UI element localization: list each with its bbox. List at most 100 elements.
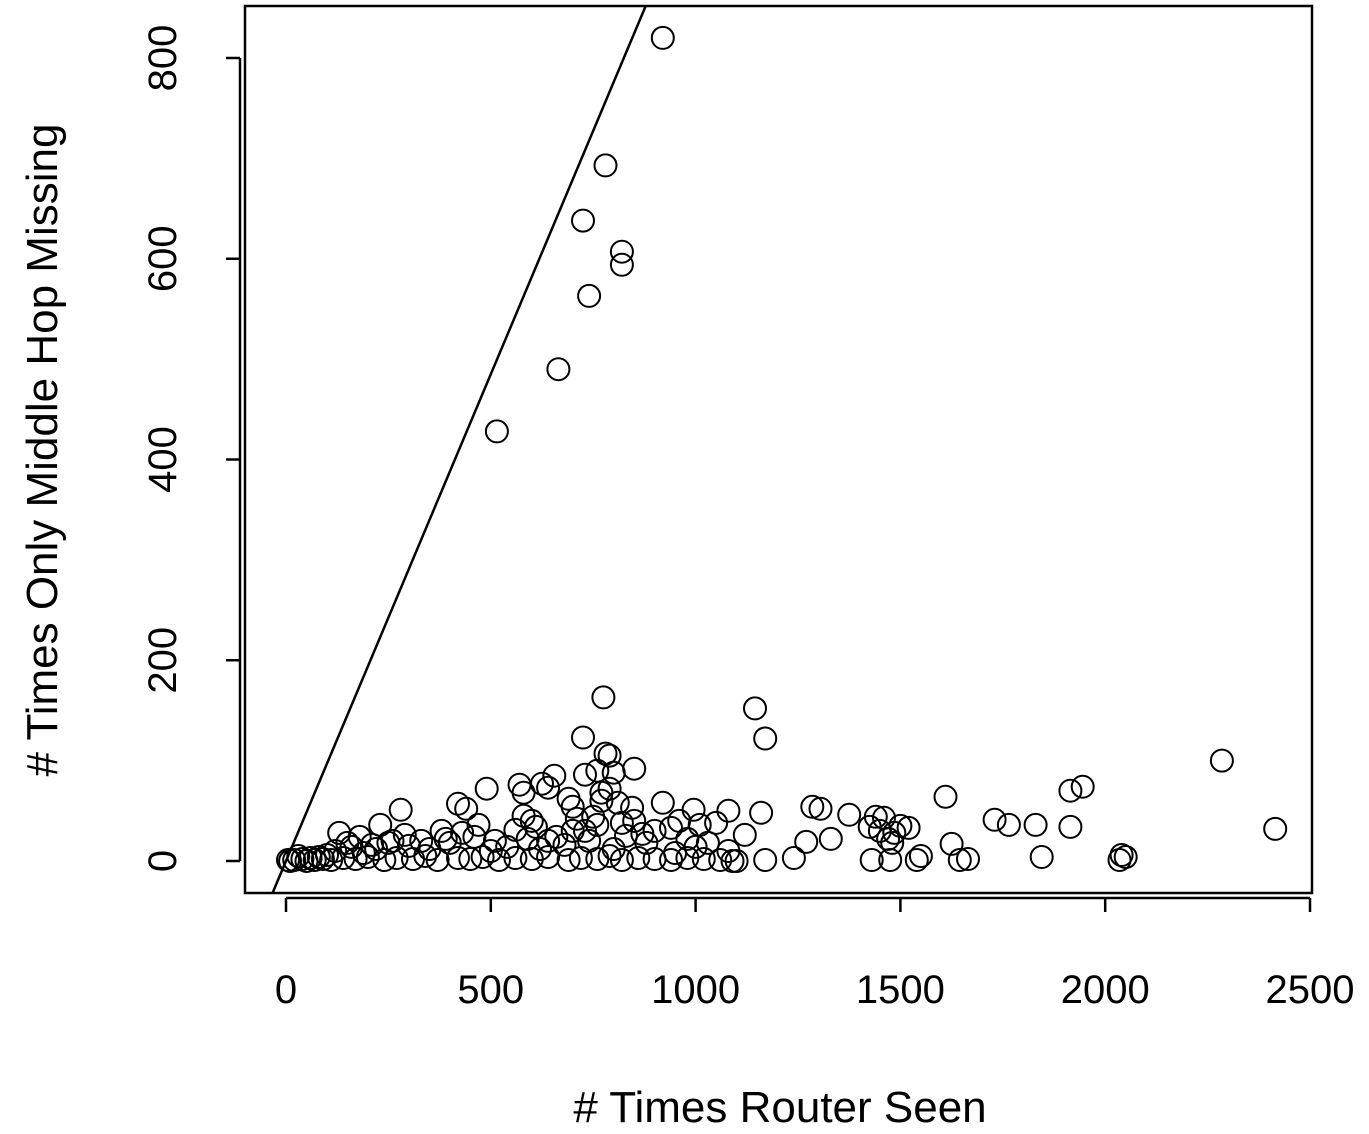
data-point	[794, 829, 819, 854]
data-point	[837, 802, 862, 827]
data-point	[939, 831, 964, 856]
data-point	[585, 812, 610, 837]
data-point	[470, 845, 495, 869]
data-point	[1113, 845, 1138, 869]
data-point	[867, 818, 892, 843]
data-point	[597, 844, 622, 868]
data-point	[642, 847, 667, 871]
data-point	[753, 726, 778, 751]
data-point	[753, 848, 778, 872]
data-point	[585, 847, 610, 871]
data-point	[695, 830, 720, 855]
data-point	[857, 814, 882, 839]
data-point	[388, 797, 413, 822]
data-point	[556, 786, 581, 811]
data-point	[343, 847, 368, 871]
data-point	[474, 776, 499, 801]
data-point	[675, 846, 700, 870]
x-tick-label: 500	[457, 968, 524, 1012]
data-point	[519, 847, 544, 871]
data-point	[384, 846, 409, 870]
data-point	[691, 847, 716, 871]
data-point	[310, 847, 335, 871]
data-point	[956, 847, 980, 871]
data-point	[536, 775, 561, 800]
data-point	[458, 847, 483, 871]
data-point	[1070, 774, 1095, 799]
y-tick-label: 400	[141, 426, 185, 493]
data-point	[982, 807, 1007, 832]
data-point	[478, 839, 503, 863]
reference-line	[271, 6, 648, 893]
data-point	[716, 839, 741, 863]
data-point	[933, 784, 958, 809]
data-point	[573, 762, 597, 787]
data-point	[542, 763, 567, 788]
data-point	[372, 848, 397, 872]
data-point	[294, 849, 319, 873]
y-tick-label: 800	[141, 25, 185, 92]
data-point	[409, 828, 434, 853]
data-point	[571, 725, 595, 750]
x-tick-label: 1000	[651, 968, 740, 1012]
data-point	[605, 790, 630, 815]
data-point	[511, 780, 536, 805]
data-point	[319, 848, 344, 872]
data-point	[609, 239, 634, 264]
data-point	[1209, 748, 1234, 773]
data-point	[732, 822, 757, 847]
data-point	[360, 832, 384, 857]
data-point	[450, 820, 475, 845]
data-point	[609, 848, 634, 872]
y-tick-label: 200	[141, 627, 185, 694]
data-points	[276, 25, 1288, 873]
data-point	[536, 828, 561, 853]
data-point	[331, 846, 356, 870]
data-point	[536, 845, 561, 869]
data-point	[593, 153, 618, 178]
data-point	[859, 848, 884, 872]
data-point	[622, 808, 647, 833]
data-point	[487, 848, 511, 872]
data-point	[659, 815, 683, 840]
data-point	[704, 810, 729, 835]
data-point	[609, 810, 634, 835]
y-axis: 0 200 400 600 800	[141, 25, 242, 872]
data-point	[626, 846, 651, 870]
data-point	[597, 743, 622, 768]
data-point	[568, 846, 593, 870]
data-point	[896, 815, 921, 840]
data-point	[1263, 816, 1288, 841]
data-point	[708, 848, 733, 872]
data-point	[781, 846, 806, 870]
data-point	[589, 788, 614, 813]
data-point	[878, 848, 903, 872]
data-point	[716, 798, 741, 823]
data-point	[302, 848, 327, 872]
data-point	[818, 826, 843, 851]
data-point	[306, 845, 331, 869]
data-point	[556, 848, 581, 872]
data-point	[392, 822, 417, 847]
data-point	[515, 826, 540, 851]
y-axis-label: # Times Only Middle Hop Missing	[18, 124, 67, 777]
x-tick-label: 1500	[856, 968, 945, 1012]
data-point	[577, 283, 602, 308]
data-point	[800, 794, 825, 819]
data-point	[591, 685, 616, 710]
data-point	[597, 776, 622, 801]
reference-line-layer	[271, 6, 648, 893]
data-point	[355, 845, 380, 869]
data-point	[484, 419, 509, 444]
data-point	[743, 696, 767, 721]
data-point	[413, 844, 438, 868]
data-point	[650, 790, 675, 815]
data-point	[642, 818, 667, 843]
data-point	[454, 796, 479, 821]
data-point	[609, 252, 634, 277]
data-point	[1058, 814, 1083, 839]
data-point	[908, 844, 933, 868]
y-tick-label: 0	[141, 850, 185, 872]
x-axis: 0 500 1000 1500 2000 2500	[275, 896, 1354, 1012]
